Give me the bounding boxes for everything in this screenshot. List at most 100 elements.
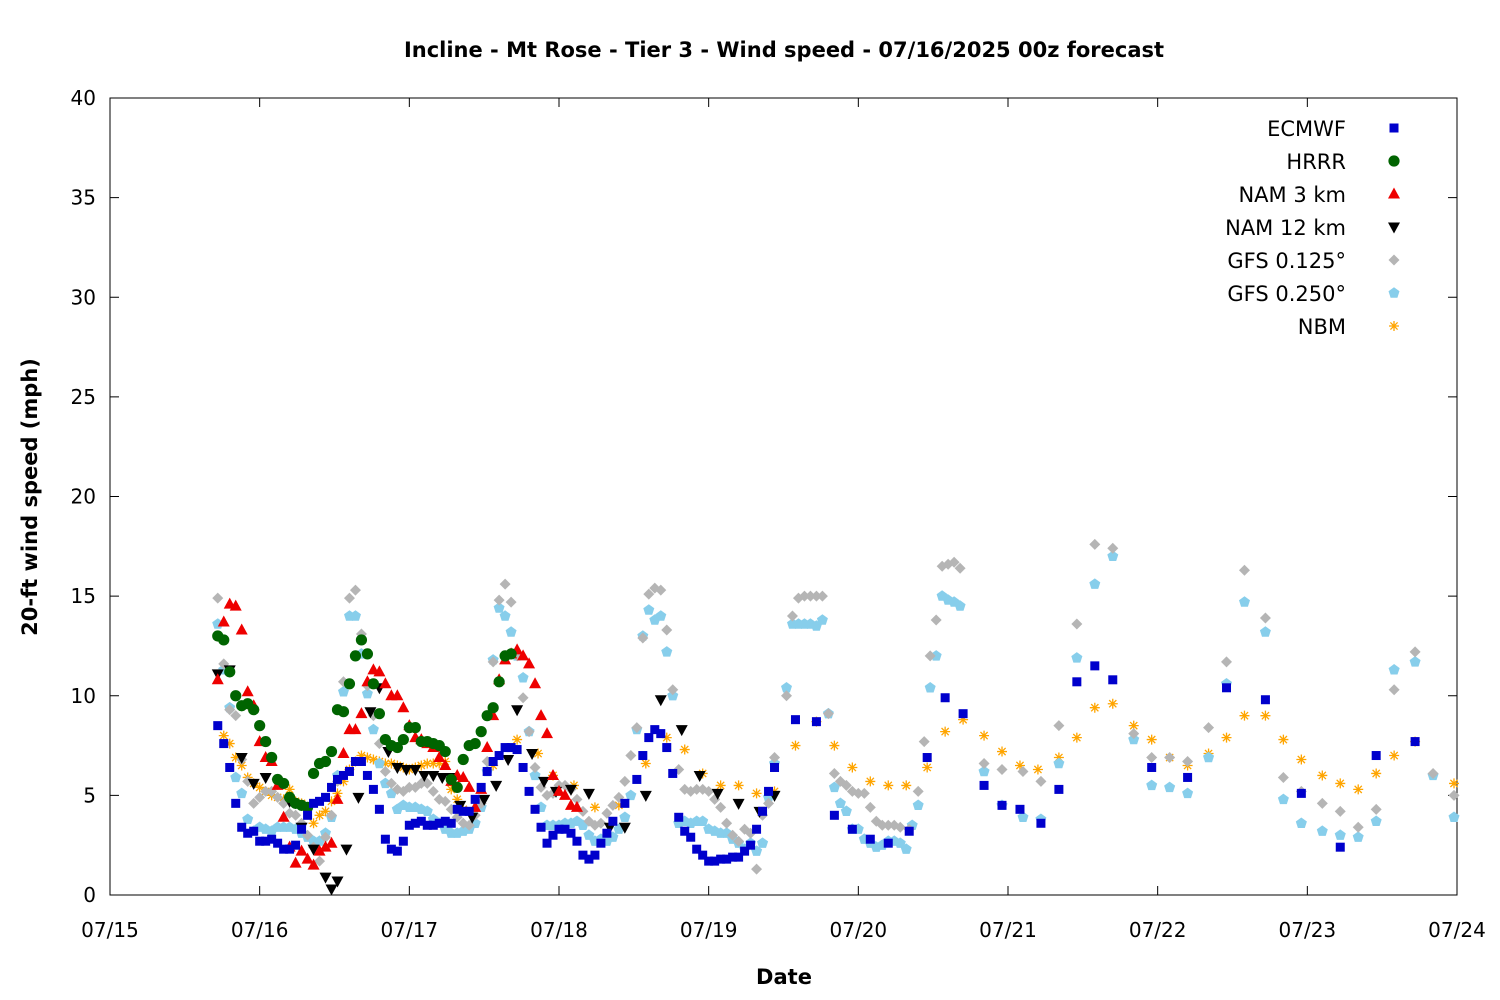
data-point (499, 610, 511, 621)
data-point (355, 634, 368, 646)
data-point (1128, 728, 1140, 740)
data-point (816, 614, 828, 625)
data-point (618, 822, 631, 834)
data-point (307, 767, 320, 780)
data-point (530, 804, 540, 814)
data-point (241, 685, 254, 697)
y-tick-label: 35 (71, 186, 96, 210)
data-point (697, 815, 709, 826)
data-point (386, 758, 397, 769)
data-point (595, 817, 607, 829)
data-point (291, 840, 301, 850)
data-point (1053, 720, 1065, 732)
data-point (301, 852, 314, 864)
x-tick-label: 07/20 (830, 918, 888, 942)
legend-marker (1389, 321, 1399, 331)
data-point (526, 749, 539, 761)
data-point (392, 846, 402, 856)
legend-label: NAM 3 km (1238, 183, 1346, 207)
data-point (225, 762, 235, 772)
data-point (554, 824, 564, 834)
data-point (1239, 596, 1250, 607)
data-point (883, 838, 893, 848)
x-tick-label: 07/19 (680, 918, 738, 942)
data-point (487, 656, 499, 668)
data-point (1260, 710, 1271, 721)
data-point (409, 722, 421, 734)
data-point (255, 836, 265, 846)
data-point (332, 774, 342, 784)
data-point (344, 766, 354, 776)
data-point (242, 775, 254, 787)
legend-marker (1388, 222, 1400, 234)
data-point (876, 819, 888, 831)
data-point (661, 646, 673, 657)
data-point (325, 745, 338, 758)
data-point (547, 768, 560, 780)
data-point (560, 824, 570, 834)
data-point (1053, 757, 1065, 769)
data-point (243, 828, 253, 838)
data-point (1014, 760, 1025, 771)
data-point (476, 782, 486, 792)
data-point (445, 773, 457, 786)
data-point (538, 776, 551, 788)
data-point (458, 806, 468, 816)
legend-marker (1389, 123, 1399, 133)
data-point (607, 799, 619, 811)
data-point (337, 706, 350, 718)
data-point (338, 776, 349, 787)
data-point (367, 723, 379, 735)
data-point (655, 610, 667, 621)
data-point (361, 688, 373, 699)
data-point (481, 710, 493, 722)
data-point (242, 813, 254, 824)
data-point (457, 753, 469, 766)
data-point (770, 762, 780, 772)
data-point (637, 632, 649, 644)
data-point (385, 777, 397, 789)
data-point (314, 810, 325, 821)
data-point (254, 782, 265, 793)
data-point (1334, 829, 1346, 840)
data-point (463, 780, 476, 792)
data-point (284, 784, 295, 795)
data-point (320, 806, 331, 817)
data-point (416, 816, 426, 826)
data-point (710, 856, 720, 866)
data-point (409, 764, 422, 776)
data-point (541, 727, 554, 739)
data-point (1335, 778, 1346, 789)
data-point (608, 816, 618, 826)
data-point (249, 826, 259, 836)
data-point (1017, 811, 1029, 822)
data-point (901, 780, 912, 791)
data-point (602, 828, 612, 838)
data-point (979, 730, 990, 741)
data-point (219, 739, 229, 749)
data-point (391, 689, 404, 701)
data-point (434, 818, 444, 828)
data-point (272, 791, 284, 803)
data-point (1146, 734, 1157, 745)
data-point (218, 634, 230, 646)
data-point (691, 783, 703, 795)
data-point (1260, 695, 1270, 705)
data-point (518, 762, 528, 772)
data-point (640, 758, 651, 769)
data-point (325, 884, 338, 896)
data-point (740, 846, 750, 856)
data-point (1053, 752, 1064, 763)
data-point (380, 834, 390, 844)
data-point (751, 863, 763, 875)
data-point (349, 610, 361, 621)
data-point (811, 717, 821, 727)
data-point (948, 556, 960, 568)
data-point (1409, 656, 1421, 667)
data-point (309, 798, 319, 808)
data-point (1316, 797, 1328, 809)
data-point (798, 590, 810, 602)
legend-label: NAM 12 km (1225, 216, 1346, 240)
y-tick-label: 10 (71, 684, 96, 708)
data-point (638, 751, 648, 761)
